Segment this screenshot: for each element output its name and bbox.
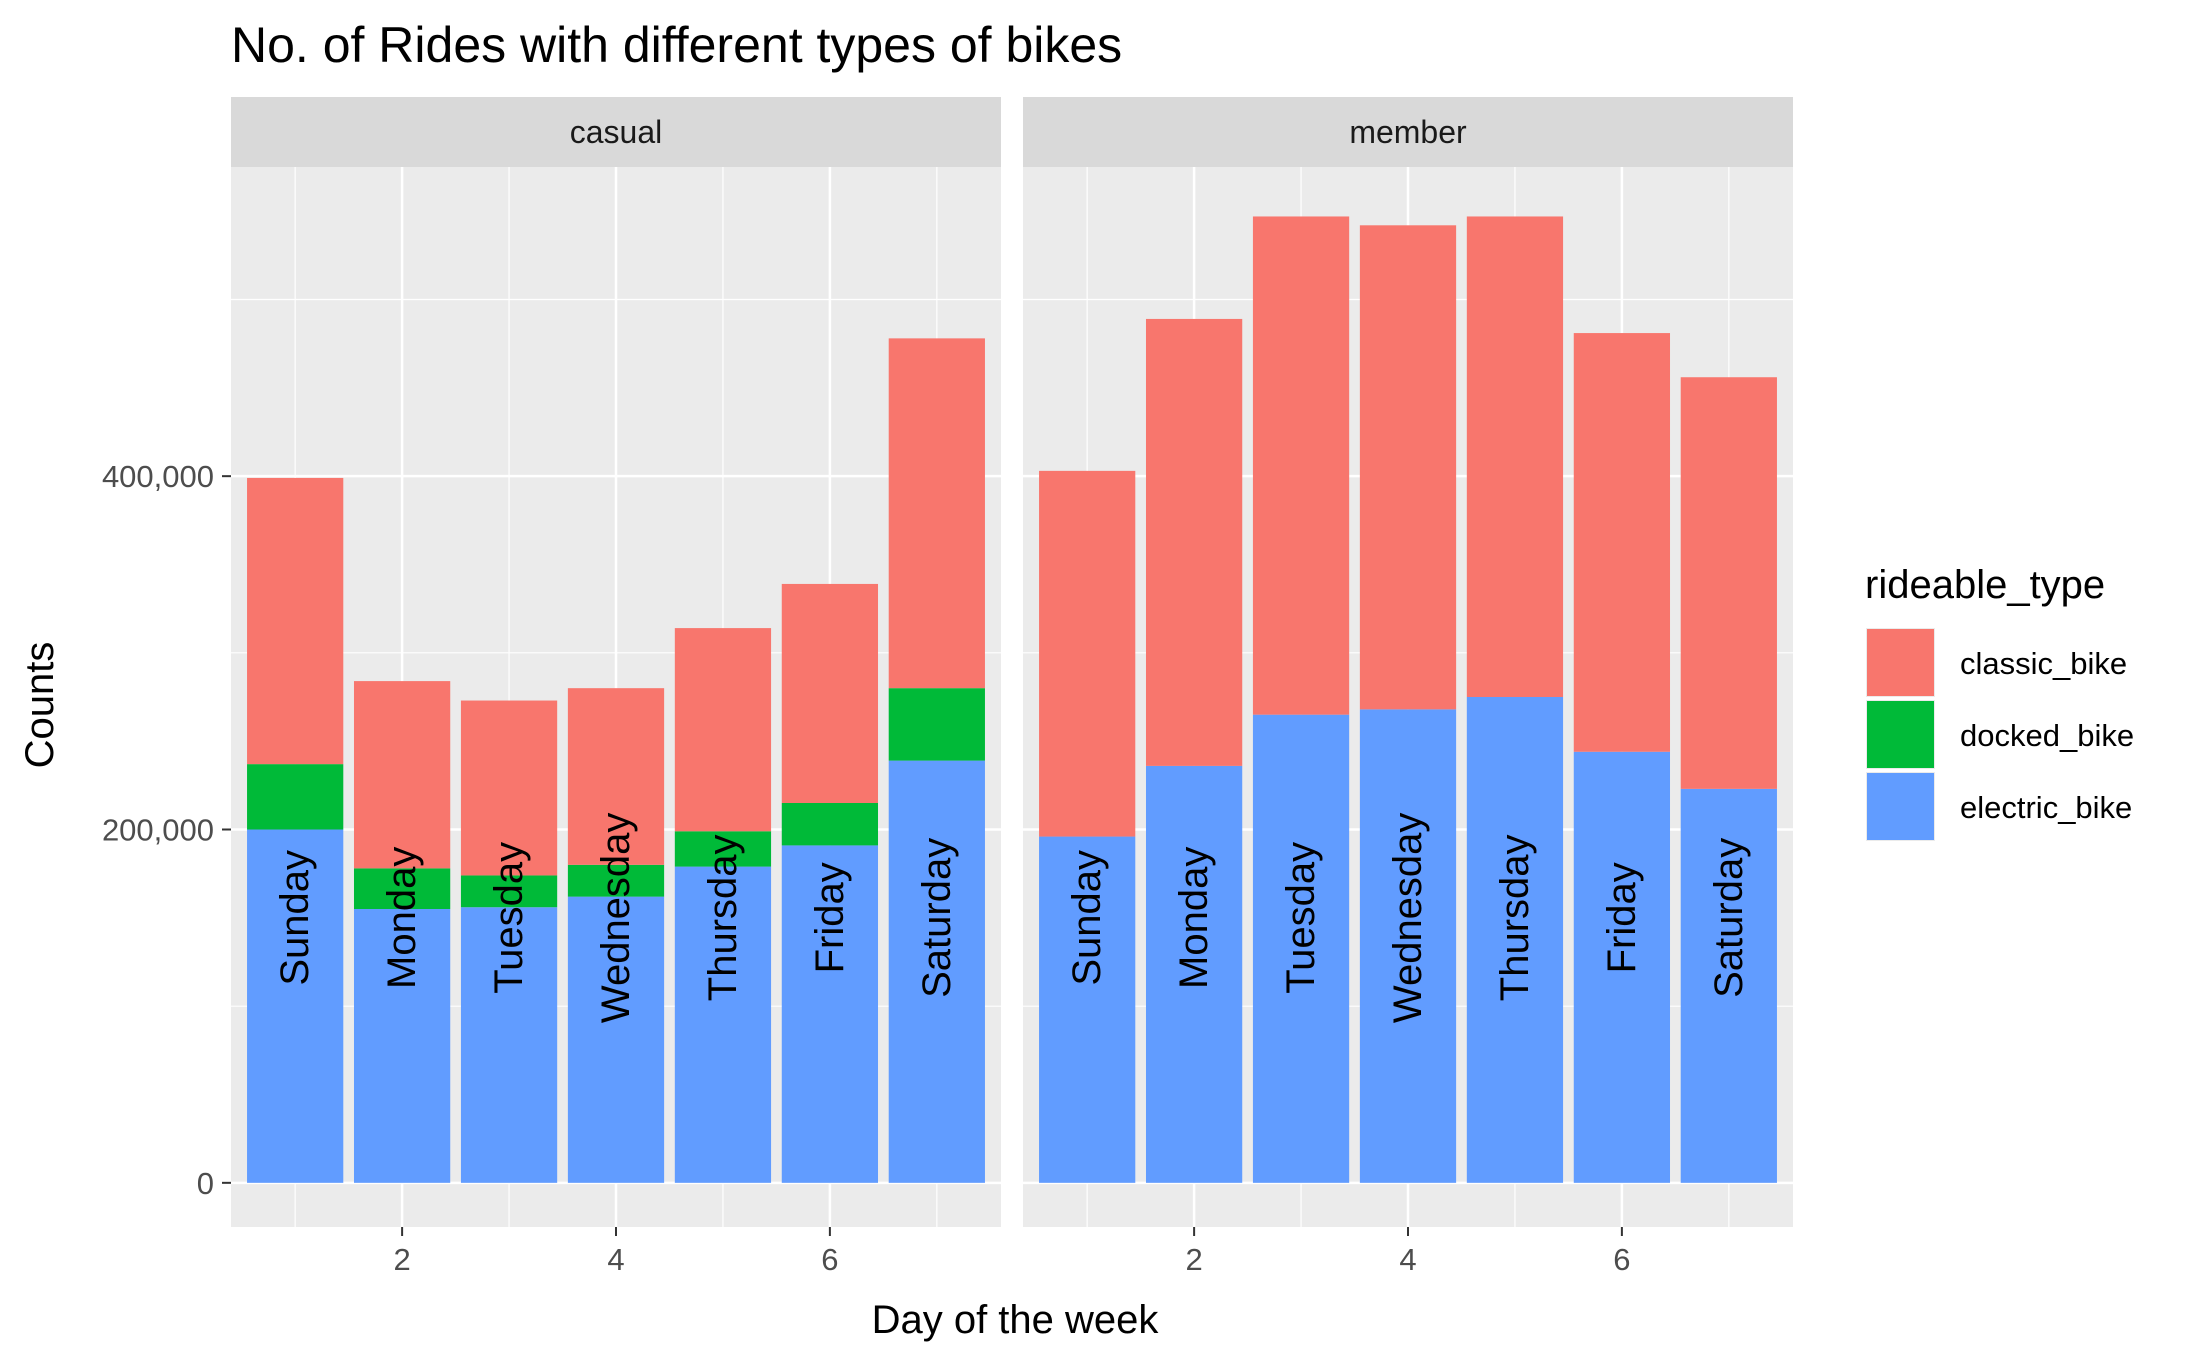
- bar-electric_bike: [567, 896, 665, 1183]
- bar-label: Wednesday: [594, 813, 638, 1024]
- x-tick-label: 2: [393, 1242, 410, 1277]
- bar-label: Tuesday: [1279, 842, 1323, 994]
- bar-classic_bike: [460, 700, 558, 876]
- bar-classic_bike: [888, 338, 985, 689]
- bar-classic_bike: [674, 628, 772, 832]
- legend: rideable_type classic_bike docked_bikeele…: [1865, 563, 2134, 841]
- bar-electric_bike: [1039, 836, 1136, 1183]
- legend-swatch-electric_bike: [1867, 773, 1934, 840]
- bar-classic_bike: [353, 681, 451, 869]
- bar-electric_bike: [1680, 788, 1777, 1183]
- bar-classic_bike: [781, 583, 879, 803]
- legend-label: classic_bike: [1960, 646, 2127, 681]
- chart-title: No. of Rides with different types of bik…: [231, 17, 1122, 73]
- facet-panels: casual Sunday Monday Tuesday Wednesday Thursd…: [102, 97, 1793, 1277]
- facet-strip-label: casual: [570, 114, 663, 150]
- bar-classic_bike: [1466, 216, 1564, 697]
- legend-label: electric_bike: [1960, 790, 2132, 825]
- bar-label: Monday: [380, 847, 424, 989]
- y-axis-title: Counts: [18, 642, 62, 769]
- bar-label: Thursday: [1493, 834, 1537, 1001]
- bar-electric_bike: [1145, 765, 1243, 1183]
- y-tick-label: 0: [197, 1166, 214, 1201]
- bar-classic_bike: [1039, 470, 1136, 837]
- legend-swatch-docked_bike: [1867, 701, 1934, 768]
- bar-classic_bike: [1359, 225, 1457, 710]
- bar-electric_bike: [1252, 714, 1350, 1183]
- bar-classic_bike: [1145, 318, 1243, 766]
- bar-electric_bike: [460, 907, 558, 1183]
- bar-label: Wednesday: [1386, 813, 1430, 1024]
- x-tick-label: 6: [821, 1242, 838, 1277]
- bar-label: Friday: [1600, 862, 1644, 973]
- bar-electric_bike: [674, 866, 772, 1183]
- bar-label: Tuesday: [487, 842, 531, 994]
- bar-label: Sunday: [273, 850, 317, 986]
- bar-label: Saturday: [1707, 838, 1751, 998]
- x-tick-label: 6: [1613, 1242, 1630, 1277]
- bar-electric_bike: [1466, 697, 1564, 1183]
- bar-docked_bike: [567, 864, 665, 897]
- bar-electric_bike: [781, 845, 879, 1183]
- bar-classic_bike: [1680, 377, 1777, 789]
- bar-classic_bike: [1573, 333, 1671, 752]
- y-tick-label: 400,000: [102, 459, 214, 494]
- bar-label: Saturday: [915, 838, 959, 998]
- bar-docked_bike: [674, 831, 772, 867]
- x-axis-title: Day of the week: [872, 1298, 1160, 1342]
- bar-electric_bike: [1359, 709, 1457, 1183]
- bar-docked_bike: [781, 803, 879, 846]
- bar-docked_bike: [888, 688, 985, 761]
- bar-classic_bike: [247, 477, 344, 765]
- bar-electric_bike: [1573, 751, 1671, 1183]
- facet-panel-casual: casual Sunday Monday Tuesday Wednesday Thursd…: [102, 97, 1001, 1277]
- bar-docked_bike: [247, 764, 344, 830]
- bar-label: Friday: [808, 862, 852, 973]
- bar-electric_bike: [888, 760, 985, 1183]
- bar-label: Monday: [1172, 847, 1216, 989]
- facet-strip-label: member: [1349, 114, 1467, 150]
- bar-label: Sunday: [1065, 850, 1109, 986]
- legend-swatch-classic_bike: [1867, 629, 1934, 696]
- bar-docked_bike: [353, 868, 451, 909]
- bar-electric_bike: [353, 909, 451, 1183]
- x-tick-label: 4: [607, 1242, 624, 1277]
- facet-panel-member: member Sunday Monday Tuesday Wednesday Thursd…: [1023, 97, 1793, 1277]
- y-tick-label: 200,000: [102, 813, 214, 848]
- bar-electric_bike: [247, 829, 344, 1183]
- bar-docked_bike: [460, 875, 558, 908]
- x-tick-label: 4: [1399, 1242, 1416, 1277]
- facet-strip: [231, 97, 1001, 167]
- legend-label: docked_bike: [1960, 718, 2134, 753]
- legend-title: rideable_type: [1865, 563, 2105, 607]
- x-tick-label: 2: [1185, 1242, 1202, 1277]
- bar-classic_bike: [567, 688, 665, 865]
- bar-label: Thursday: [701, 834, 745, 1001]
- facet-strip: [1023, 97, 1793, 167]
- bar-classic_bike: [1252, 216, 1350, 715]
